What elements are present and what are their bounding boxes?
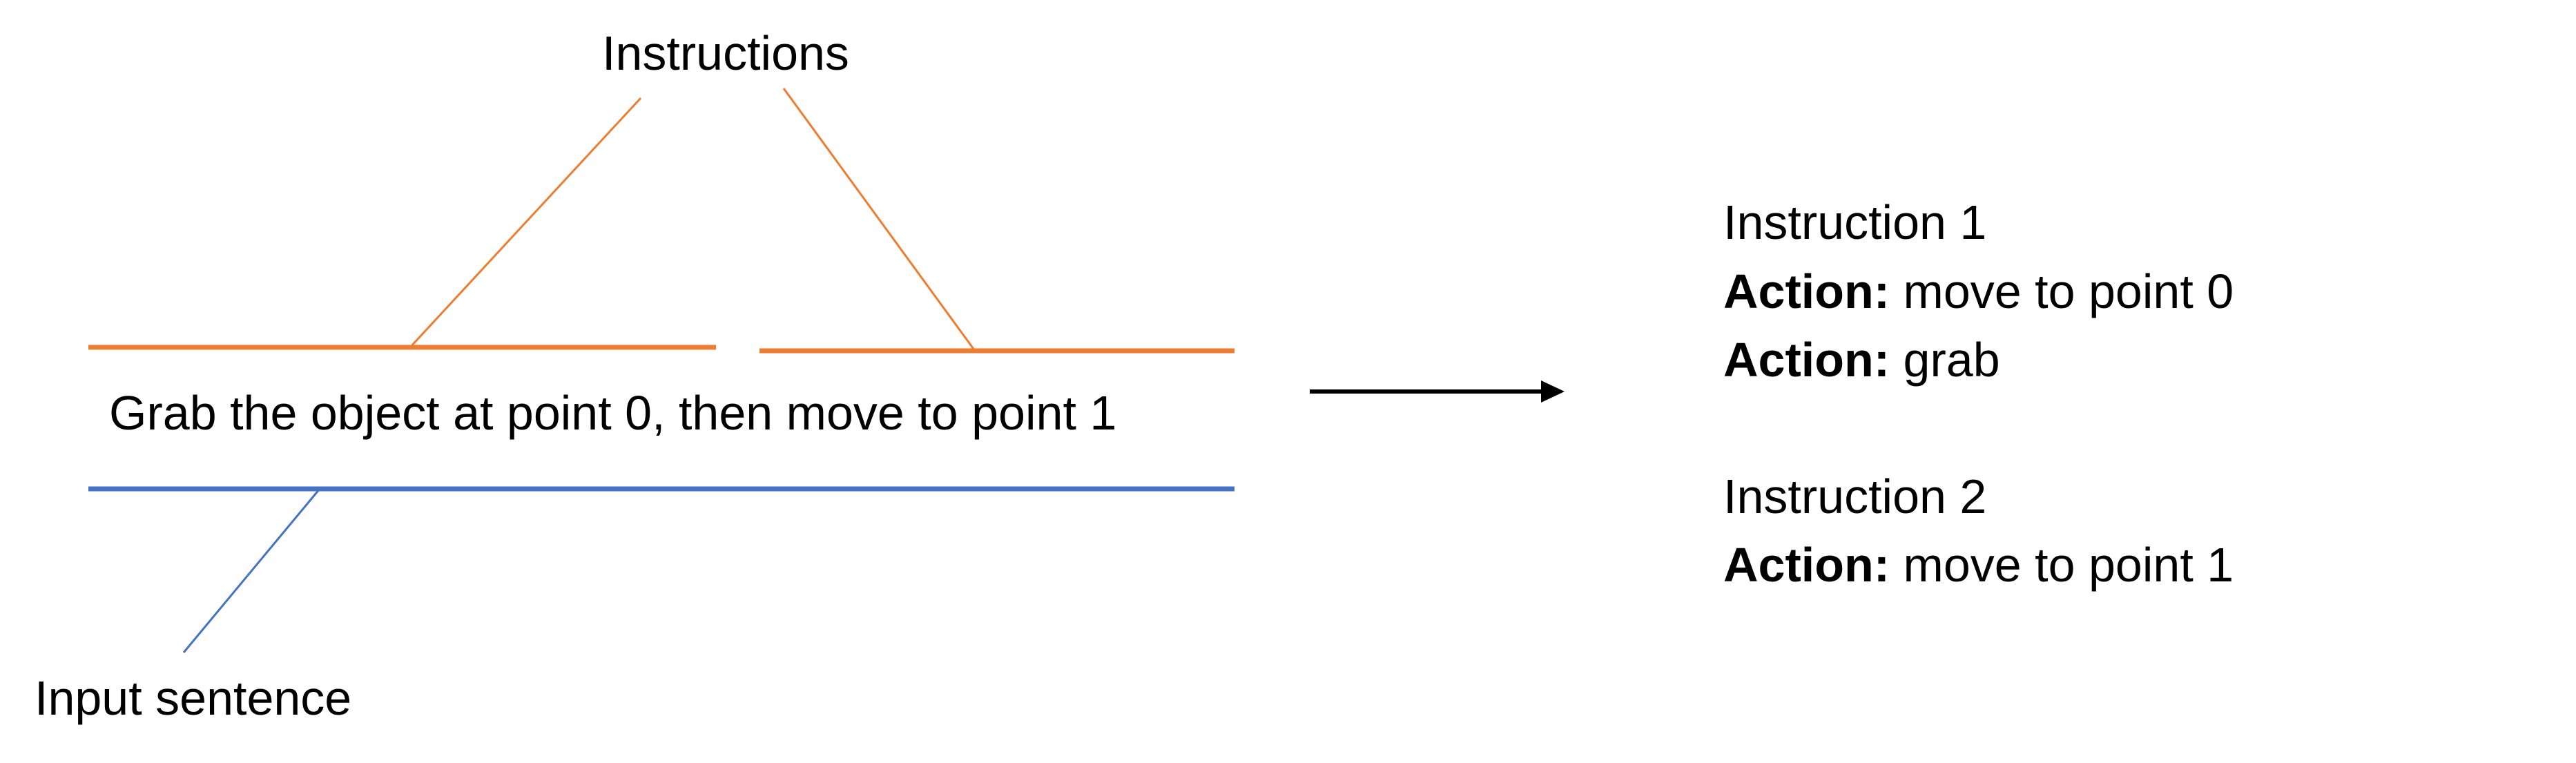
- action-key: Action:: [1723, 538, 1890, 592]
- action-value: move to point 0: [1890, 264, 2234, 318]
- action-key: Action:: [1723, 333, 1890, 387]
- instruction-1-action-2: Action: grab: [1723, 336, 2000, 384]
- action-value: grab: [1890, 333, 2000, 387]
- instructions-leader-2: [782, 88, 976, 351]
- instructions-leader-1: [409, 97, 642, 349]
- transform-arrow-head: [1541, 380, 1565, 403]
- action-key: Action:: [1723, 264, 1890, 318]
- input-sentence-text: Grab the object at point 0, then move to…: [109, 386, 1117, 440]
- input-sentence-leader: [182, 488, 321, 653]
- action-value: move to point 1: [1890, 538, 2234, 592]
- instructions-label: Instructions: [602, 26, 849, 80]
- instruction-1-title: Instruction 1: [1723, 195, 1987, 249]
- instruction-1-action-1: Action: move to point 0: [1723, 267, 2234, 316]
- instruction-2-title: Instruction 2: [1723, 470, 1987, 523]
- input-sentence-label: Input sentence: [35, 671, 352, 725]
- instruction-2-action-1: Action: move to point 1: [1723, 541, 2234, 589]
